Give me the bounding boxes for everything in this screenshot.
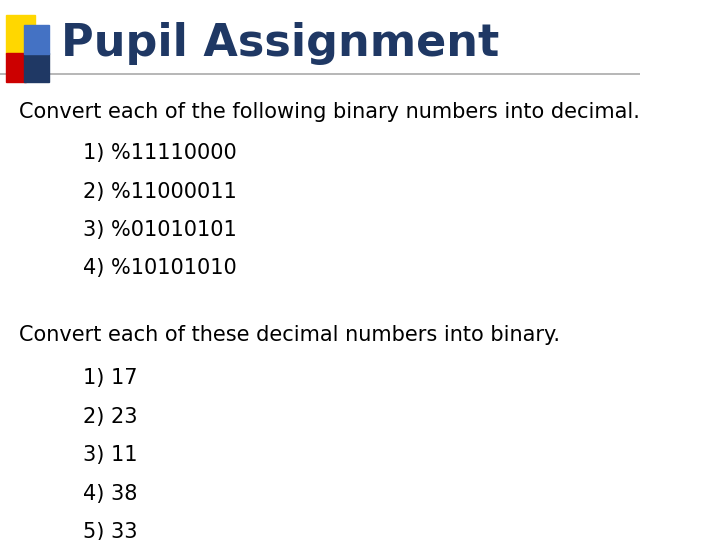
Text: 1) 17: 1) 17 <box>84 368 138 388</box>
Text: 3) 11: 3) 11 <box>84 445 138 465</box>
Text: Convert each of the following binary numbers into decimal.: Convert each of the following binary num… <box>19 103 640 123</box>
Text: 4) 38: 4) 38 <box>84 483 138 503</box>
Bar <box>6 53 26 82</box>
Bar <box>6 15 35 53</box>
Text: 2) %11000011: 2) %11000011 <box>84 181 237 201</box>
Text: 2) 23: 2) 23 <box>84 407 138 427</box>
Text: 4) %10101010: 4) %10101010 <box>84 259 237 279</box>
Text: 3) %01010101: 3) %01010101 <box>84 220 237 240</box>
Text: 1) %11110000: 1) %11110000 <box>84 143 237 163</box>
Text: Convert each of these decimal numbers into binary.: Convert each of these decimal numbers in… <box>19 325 560 345</box>
Bar <box>24 24 49 53</box>
Bar <box>24 53 49 82</box>
Text: Pupil Assignment: Pupil Assignment <box>60 22 499 65</box>
Text: 5) 33: 5) 33 <box>84 522 138 540</box>
